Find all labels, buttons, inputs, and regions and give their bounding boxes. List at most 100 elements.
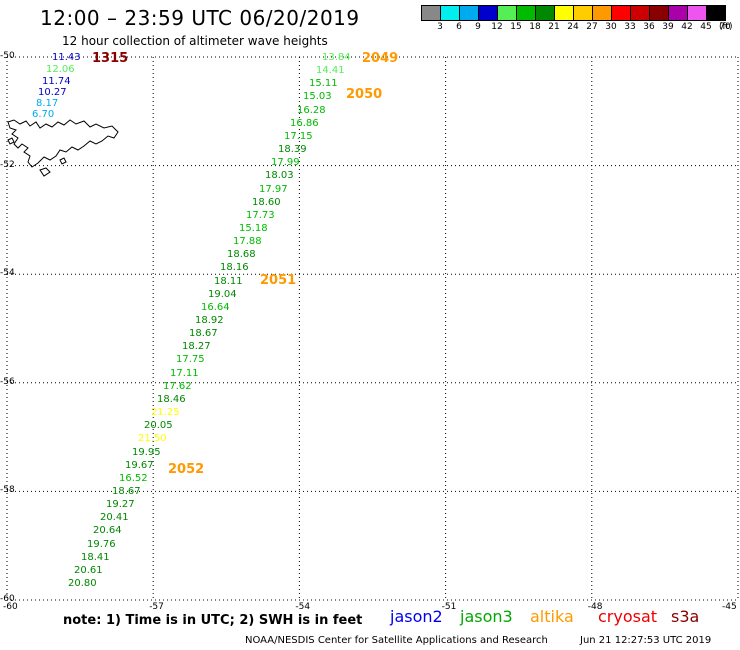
legend-label: 9 [475, 22, 481, 32]
legend-swatch [554, 5, 573, 21]
wave-height-value: 8.17 [36, 98, 59, 109]
wave-height-value: 20.80 [68, 578, 97, 589]
legend-swatch [649, 5, 668, 21]
pass-time-label: 1315 [92, 51, 129, 66]
wave-height-value: 20.61 [74, 565, 103, 576]
lon-tick-label: -51 [441, 602, 457, 612]
wave-height-value: 10.27 [38, 87, 67, 98]
pass-time-label: 2051 [260, 273, 297, 288]
lat-tick-label: -56 [0, 376, 15, 387]
legend-units: (ft) [719, 22, 733, 32]
map-subtitle: 12 hour collection of altimeter wave hei… [62, 34, 328, 48]
wave-height-value: 17.62 [163, 381, 192, 392]
wave-height-value: 18.67 [189, 328, 218, 339]
map-title: 12:00 – 23:59 UTC 06/20/2019 [40, 6, 360, 30]
legend-label: 33 [624, 22, 636, 32]
wave-height-value: 15.03 [303, 91, 332, 102]
wave-height-value: 19.27 [106, 499, 135, 510]
legend-swatch [687, 5, 706, 21]
lon-tick-label: -54 [295, 602, 311, 612]
wave-height-value: 18.68 [227, 249, 256, 260]
pass-time-label: 2050 [346, 87, 383, 102]
wave-height-value: 21.50 [138, 433, 167, 444]
lat-lon-grid [6, 56, 739, 601]
lat-tick-label: -50 [0, 51, 15, 61]
wave-height-value: 18.11 [214, 276, 243, 287]
wave-height-value: 17.97 [259, 184, 288, 195]
legend-swatch [535, 5, 554, 21]
legend-label: 3 [437, 22, 443, 32]
wave-height-value: 16.64 [201, 302, 230, 313]
color-scale-legend [421, 5, 726, 21]
wave-height-value: 13.84 [322, 52, 351, 63]
wave-height-value: 14.41 [316, 65, 345, 76]
wave-height-value: 15.18 [239, 223, 268, 234]
legend-label: 36 [643, 22, 655, 32]
wave-height-value: 18.27 [182, 341, 211, 352]
wave-height-value: 19.95 [132, 447, 161, 458]
legend-label: 6 [456, 22, 462, 32]
wave-height-value: 12.06 [46, 64, 75, 75]
legend-swatch [706, 5, 726, 21]
wave-height-value: 19.67 [125, 460, 154, 471]
wave-height-value: 11.74 [42, 76, 71, 87]
satellite-name-cryosat: cryosat [598, 607, 658, 626]
lat-tick-label: -54 [0, 268, 15, 279]
legend-swatch [573, 5, 592, 21]
legend-swatch [611, 5, 630, 21]
legend-label: 21 [548, 22, 560, 32]
wave-height-value: 18.67 [112, 486, 141, 497]
wave-height-value: 18.46 [157, 394, 186, 405]
lat-tick-label: -52 [0, 159, 15, 170]
wave-height-value: 20.41 [100, 512, 129, 523]
legend-swatch [630, 5, 649, 21]
legend-swatch [668, 5, 687, 21]
pass-time-label: 2052 [168, 462, 205, 477]
falkland-islands-outline [7, 119, 119, 177]
legend-label: 70 [719, 22, 731, 32]
legend-label: 45 [700, 22, 712, 32]
wave-height-value: 20.05 [144, 420, 173, 431]
satellite-name-altika: altika [530, 607, 574, 626]
lon-tick-label: -57 [149, 602, 164, 612]
legend-label: 18 [529, 22, 541, 32]
legend-label: 24 [567, 22, 579, 32]
legend-label: 30 [605, 22, 617, 32]
wave-height-value: 19.76 [87, 539, 116, 550]
wave-height-value: 11.43 [52, 52, 81, 63]
lon-tick-label: -45 [722, 602, 737, 612]
wave-height-value: 18.03 [265, 170, 294, 181]
generated-timestamp: Jun 21 12:27:53 UTC 2019 [580, 635, 712, 646]
wave-height-value: 18.60 [252, 197, 281, 208]
wave-height-value: 21.25 [151, 407, 180, 418]
legend-label: 39 [662, 22, 674, 32]
wave-height-value: 18.39 [278, 144, 307, 155]
wave-height-value: 16.52 [119, 473, 148, 484]
wave-height-value: 17.73 [246, 210, 275, 221]
legend-label: 27 [586, 22, 598, 32]
lat-tick-label: -60 [0, 594, 15, 604]
lon-tick-label: -48 [587, 602, 603, 612]
satellite-name-jason3: jason3 [460, 607, 513, 626]
color-scale-labels: 3 6 9 12 15 18 21 24 27 30 33 36 39 42 45 70 [421, 22, 740, 34]
legend-swatch [592, 5, 611, 21]
lat-tick-label: -58 [0, 485, 15, 496]
wave-height-value: 6.70 [32, 109, 55, 120]
wave-height-value: 16.86 [290, 118, 319, 129]
legend-swatch [516, 5, 535, 21]
legend-label: 15 [510, 22, 522, 32]
legend-swatch [497, 5, 516, 21]
lon-tick-label: -60 [3, 602, 18, 612]
wave-height-value: 19.04 [208, 289, 237, 300]
legend-swatch [478, 5, 497, 21]
wave-height-value: 17.15 [284, 131, 313, 142]
credit-line: NOAA/NESDIS Center for Satellite Applica… [245, 635, 548, 646]
legend-swatch [459, 5, 478, 21]
legend-swatch [440, 5, 459, 21]
legend-label: 12 [491, 22, 503, 32]
footnote: note: 1) Time is in UTC; 2) SWH is in fe… [63, 613, 363, 628]
satellite-name-s3a: s3a [671, 607, 700, 626]
legend-swatch [421, 5, 440, 21]
